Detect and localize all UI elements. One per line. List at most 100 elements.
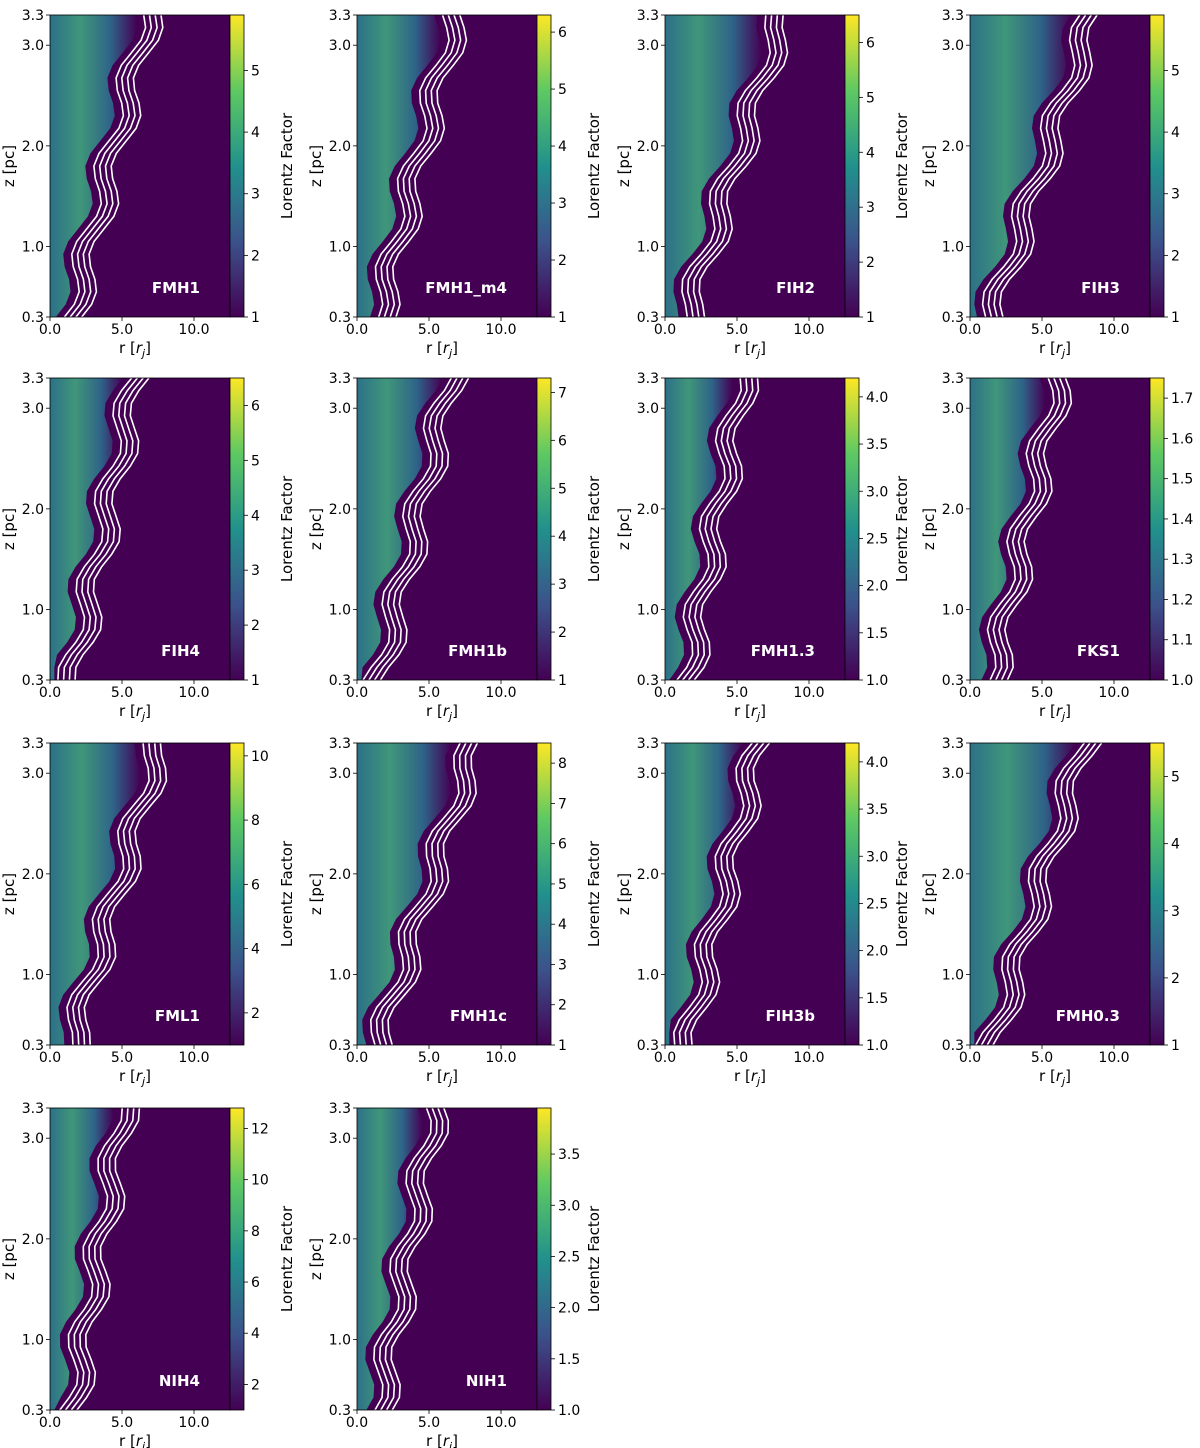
jet-region — [357, 378, 443, 680]
y-tick-label: 3.3 — [637, 8, 659, 24]
colorbar-tick-label: 4 — [558, 139, 567, 155]
panel-fmh0-3: 0.0 5.0 10.0 r [rj] 0.3 1.0 2.0 3.0 3.3 z [pc] FMH… — [920, 736, 1200, 1088]
density-contour-2 — [992, 377, 1061, 681]
colorbar-tick-label: 2 — [1171, 971, 1180, 987]
colorbar-tick-label: 1.5 — [866, 626, 888, 642]
panel-nih4: 0.0 5.0 10.0 r [rj] 0.3 1.0 2.0 3.0 3.3 z [pc] NIH… — [0, 1101, 296, 1448]
density-contour-2 — [69, 14, 153, 318]
x-tick-label: 5.0 — [418, 1415, 440, 1431]
x-tick-label: 0.0 — [959, 685, 981, 701]
y-axis-label: z [pc] — [307, 1238, 325, 1280]
density-contour-2 — [686, 14, 777, 318]
colorbar-tick-label: 1 — [558, 1038, 567, 1054]
y-tick-label: 2.0 — [22, 1232, 44, 1248]
y-tick-label: 2.0 — [22, 139, 44, 155]
x-tick-label: 0.0 — [654, 685, 676, 701]
x-axis-label: r [rj] — [426, 1432, 458, 1448]
colorbar-tick-label: 2 — [558, 625, 567, 641]
jet-region — [50, 743, 141, 1045]
density-contour-4 — [83, 742, 168, 1046]
colorbar — [1149, 14, 1165, 318]
x-tick-label: 0.0 — [39, 685, 61, 701]
density-contour-2 — [378, 1107, 438, 1411]
y-axis-label: z [pc] — [307, 873, 325, 915]
y-tick-label: 0.3 — [637, 1038, 659, 1054]
colorbar-label: Lorentz Factor — [278, 475, 296, 582]
colorbar-tick-label: 2.0 — [866, 579, 888, 595]
x-tick-label: 10.0 — [178, 685, 209, 701]
density-contour-3 — [68, 377, 144, 681]
density-contour-4 — [1003, 377, 1073, 681]
x-tick-label: 5.0 — [726, 1050, 748, 1066]
colorbar-tick-label: 2 — [866, 255, 875, 271]
y-tick-label: 3.0 — [637, 766, 659, 782]
colorbar-tick-label: 2 — [558, 998, 567, 1014]
x-tick-label: 0.0 — [39, 322, 61, 338]
y-tick-label: 0.3 — [942, 673, 964, 689]
colorbar — [536, 1107, 552, 1411]
density-contour-3 — [687, 377, 754, 681]
y-tick-label: 1.0 — [329, 1333, 351, 1349]
colorbar-tick-label: 4.0 — [866, 755, 888, 771]
y-tick-label: 3.0 — [942, 766, 964, 782]
density-contour-1 — [672, 742, 753, 1046]
y-tick-label: 0.3 — [942, 1038, 964, 1054]
colorbar-tick-label: 3 — [251, 187, 260, 203]
density-contour-4 — [999, 14, 1098, 318]
colorbar-tick-label: 5 — [251, 63, 260, 79]
density-contour-4 — [379, 377, 470, 681]
colorbar-tick-label: 3 — [866, 200, 875, 216]
density-contour-2 — [71, 742, 156, 1046]
colorbar-tick-label: 5 — [558, 481, 567, 497]
colorbar — [844, 377, 860, 681]
colorbar-label: Lorentz Factor — [278, 840, 296, 947]
x-axis-label: r [rj] — [119, 1432, 151, 1448]
y-tick-label: 2.0 — [637, 502, 659, 518]
colorbar-label: Lorentz Factor — [893, 840, 911, 947]
jet-region — [357, 743, 452, 1045]
colorbar-tick-label: 4 — [1171, 837, 1180, 853]
y-tick-label: 3.3 — [942, 736, 964, 752]
colorbar-label: Lorentz Factor — [893, 475, 911, 582]
y-tick-label: 3.3 — [22, 371, 44, 387]
panel-label: FKS1 — [1077, 642, 1120, 660]
y-axis-label: z [pc] — [0, 508, 18, 550]
density-contour-1 — [676, 377, 743, 681]
x-tick-label: 10.0 — [1098, 685, 1129, 701]
panel-fih3b: 0.0 5.0 10.0 r [rj] 0.3 1.0 2.0 3.0 3.3 z [pc] FIH… — [615, 736, 911, 1088]
colorbar-tick-label: 6 — [251, 877, 260, 893]
jet-region — [970, 15, 1072, 317]
colorbar — [229, 377, 245, 681]
colorbar-tick-label: 10 — [251, 749, 269, 765]
x-tick-label: 5.0 — [726, 685, 748, 701]
colorbar-tick-label: 3 — [1171, 187, 1180, 203]
x-tick-label: 0.0 — [346, 1050, 368, 1066]
colorbar-tick-label: 8 — [558, 756, 567, 772]
colorbar-tick-label: 2 — [251, 1006, 260, 1022]
colorbar-tick-label: 4 — [251, 125, 260, 141]
y-tick-label: 3.3 — [942, 8, 964, 24]
colorbar-tick-label: 1.0 — [1171, 673, 1193, 689]
y-tick-label: 0.3 — [22, 1038, 44, 1054]
x-tick-label: 0.0 — [959, 322, 981, 338]
y-tick-label: 1.0 — [942, 968, 964, 984]
density-contour-1 — [981, 14, 1081, 318]
density-contour-4 — [992, 742, 1103, 1046]
y-tick-label: 1.0 — [329, 240, 351, 256]
density-contour-2 — [987, 14, 1087, 318]
panel-label: FIH2 — [776, 279, 815, 297]
colorbar-tick-label: 4 — [866, 145, 875, 161]
colorbar-tick-label: 1 — [866, 310, 875, 326]
panel-fmh1b: 0.0 5.0 10.0 r [rj] 0.3 1.0 2.0 3.0 3.3 z [pc] FMH… — [307, 371, 603, 723]
x-tick-label: 0.0 — [346, 322, 368, 338]
density-contour-2 — [980, 742, 1091, 1046]
colorbar-tick-label: 4 — [1171, 125, 1180, 141]
panel-label: FMH1_m4 — [425, 279, 507, 297]
colorbar — [1149, 377, 1165, 681]
y-tick-label: 2.0 — [22, 867, 44, 883]
y-tick-label: 1.0 — [329, 603, 351, 619]
x-tick-label: 5.0 — [726, 322, 748, 338]
x-tick-label: 10.0 — [178, 322, 209, 338]
x-axis-label: r [rj] — [1039, 1067, 1071, 1088]
